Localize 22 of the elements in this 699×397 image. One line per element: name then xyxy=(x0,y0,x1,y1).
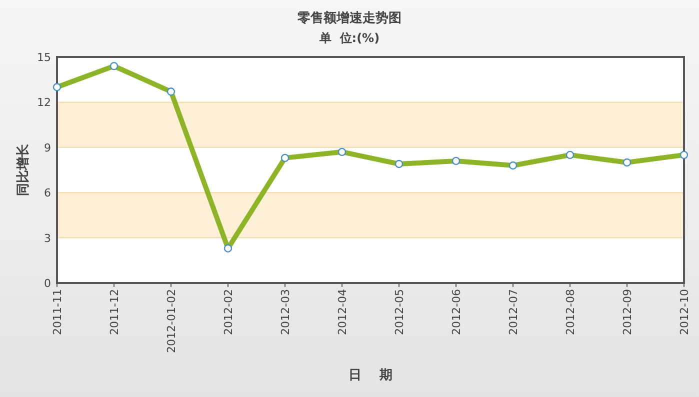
chart-subtitle: 单 位:(%) xyxy=(318,31,380,45)
y-tick-label: 9 xyxy=(44,141,51,154)
y-tick-label: 12 xyxy=(37,96,51,110)
x-tick-label: 2011-12 xyxy=(108,289,121,335)
x-tick-label: 2012-05 xyxy=(393,289,406,335)
y-tick-label: 3 xyxy=(44,232,51,245)
x-tick-label: 2012-08 xyxy=(564,289,577,335)
y-tick-label: 15 xyxy=(37,51,51,64)
x-tick-label: 2012-04 xyxy=(336,289,349,335)
y-axis-title: 同比增长 xyxy=(16,143,31,196)
x-tick-label: 2012-07 xyxy=(507,289,520,335)
x-tick-label: 2012-10 xyxy=(678,289,691,335)
x-tick-label: 2011-11 xyxy=(51,289,64,335)
x-tick-label: 2012-01-02 xyxy=(165,289,178,353)
x-tick-label: 2012-03 xyxy=(279,289,292,335)
y-tick-label: 6 xyxy=(44,186,51,200)
x-tick-label: 2012-02 xyxy=(222,289,235,335)
y-tick-label: 0 xyxy=(44,277,51,290)
x-tick-label: 2012-09 xyxy=(621,289,634,335)
chart-title: 零售额增速走势图 xyxy=(296,10,402,26)
x-axis-title: 日 期 xyxy=(348,368,393,383)
x-tick-label: 2012-06 xyxy=(450,289,463,335)
